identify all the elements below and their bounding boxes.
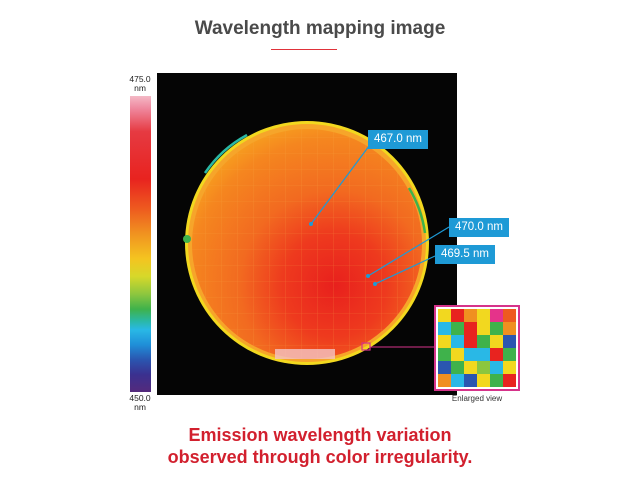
title-underline [271,49,337,50]
enlarged-cell [503,361,516,374]
enlarged-cell [477,335,490,348]
wavelength-map-image [157,73,457,395]
leader-line-1 [310,141,373,225]
enlarged-cell [438,361,451,374]
scale-top-label: 475.0 nm [120,75,160,93]
enlarged-cell [464,374,477,387]
enlarged-cell [490,374,503,387]
wafer-flat-region [275,349,335,359]
enlarged-cell [503,322,516,335]
enlarged-cell [451,322,464,335]
bottom-caption: Emission wavelength variation observed t… [0,424,640,468]
enlarged-cell [451,309,464,322]
callout-470: 470.0 nm [449,218,509,237]
enlarged-cell [490,335,503,348]
enlarged-cell [464,348,477,361]
enlarged-cell [477,374,490,387]
enlarged-cell [477,309,490,322]
wafer-map [183,121,450,365]
leader-point-2 [366,274,370,278]
enlarged-cell [503,309,516,322]
enlarged-cell [451,374,464,387]
enlarged-cell [490,309,503,322]
enlarged-view-grid [438,309,516,387]
enlarged-cell [477,322,490,335]
enlarged-cell [503,348,516,361]
enlarged-view-caption: Enlarged view [451,394,503,403]
enlarged-cell [438,335,451,348]
enlarged-cell [438,309,451,322]
enlarged-cell [490,322,503,335]
enlarged-cell [490,361,503,374]
enlarged-cell [464,361,477,374]
scale-bottom-label: 450.0 nm [120,394,160,412]
leader-point-3 [373,282,377,286]
enlarged-cell [477,348,490,361]
enlarged-cell [490,348,503,361]
enlarged-cell [451,335,464,348]
wafer-edge-teal [203,133,248,174]
wavelength-color-scale [130,96,151,392]
caption-line-2: observed through color irregularity. [167,447,473,467]
enlarged-cell [438,322,451,335]
scale-bottom-unit: nm [134,402,146,412]
callout-469-5: 469.5 nm [435,245,495,264]
enlarged-cell [503,335,516,348]
scale-top-value: 475.0 [129,74,151,84]
enlarged-cell [464,322,477,335]
enlarged-cell [464,335,477,348]
enlarged-cell [477,361,490,374]
wafer-grid [192,129,422,359]
enlarged-cell [503,374,516,387]
scale-bottom-value: 450.0 [129,393,151,403]
enlarged-cell [464,309,477,322]
wafer-edge-spot [183,235,191,243]
page-title: Wavelength mapping image [194,18,446,39]
enlarged-cell [438,348,451,361]
leader-line-3 [374,255,436,285]
enlarged-cell [438,374,451,387]
leader-point-1 [309,222,313,226]
enlarged-cell [451,361,464,374]
caption-line-1: Emission wavelength variation [188,425,452,445]
wafer-edge-green [407,187,427,234]
enlarged-view [434,305,520,391]
scale-top-unit: nm [134,83,146,93]
leader-line-2 [367,226,450,277]
enlarged-cell [451,348,464,361]
callout-467: 467.0 nm [368,130,428,149]
